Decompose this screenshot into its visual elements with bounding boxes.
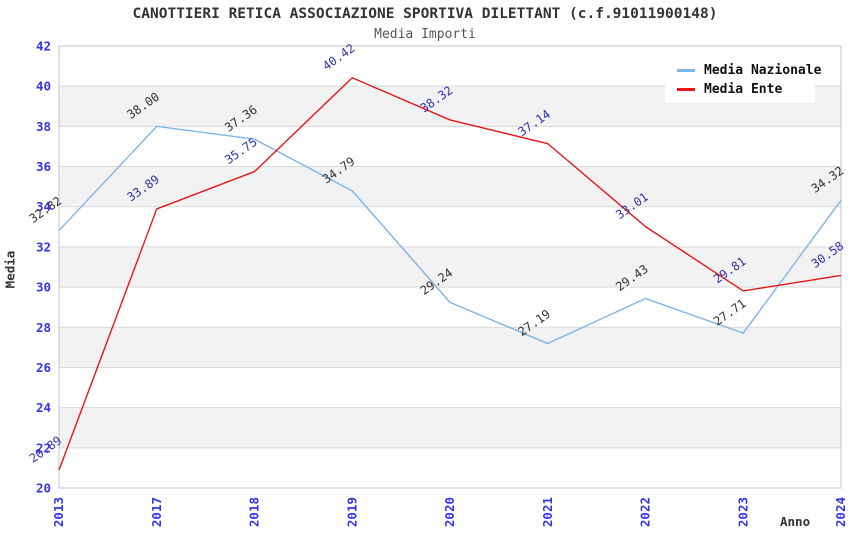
y-tick-label: 34 — [36, 199, 51, 214]
legend: Media Nazionale Media Ente — [665, 57, 821, 103]
legend-label: Media Nazionale — [704, 63, 822, 78]
legend-label: Media Ente — [704, 82, 783, 97]
x-tick-label: 2022 — [638, 497, 653, 527]
y-axis-label: Media — [2, 250, 18, 289]
y-tick-label: 30 — [36, 280, 51, 295]
x-tick-label: 2019 — [344, 497, 359, 527]
y-tick-label: 32 — [36, 239, 51, 254]
legend-item-media-ente: Media Ente — [665, 80, 815, 99]
data-point-label: 35.75 — [222, 135, 260, 167]
x-tick-label: 2020 — [442, 497, 457, 527]
y-tick-label: 42 — [36, 39, 51, 54]
legend-swatch-blue — [677, 69, 695, 72]
y-tick-label: 26 — [36, 360, 51, 375]
y-tick-label: 28 — [36, 320, 51, 335]
x-tick-label: 2024 — [833, 497, 848, 527]
y-tick-label: 36 — [36, 159, 51, 174]
plot-band — [59, 407, 841, 448]
legend-swatch-red — [677, 88, 695, 91]
chart-title: CANOTTIERI RETICA ASSOCIAZIONE SPORTIVA … — [132, 6, 718, 22]
series-line-media-nazionale — [58, 125, 842, 345]
x-tick-label: 2018 — [247, 497, 262, 527]
y-tick-label: 24 — [36, 400, 51, 415]
series-line-media-ente — [58, 77, 842, 471]
x-tick-label: 2013 — [51, 497, 66, 527]
x-axis-label: Anno — [780, 514, 811, 529]
plot-band — [59, 246, 841, 288]
y-tick-label: 20 — [36, 481, 51, 496]
x-tick-label: 2021 — [540, 497, 555, 527]
plot-band — [59, 327, 841, 368]
legend-item-media-nazionale: Media Nazionale — [665, 61, 821, 80]
plot-border — [58, 45, 842, 489]
y-tick-label: 38 — [36, 119, 51, 134]
data-point-label: 27.71 — [711, 296, 749, 328]
chart-subtitle: Media Importi — [374, 27, 476, 42]
y-tick-label: 40 — [36, 79, 51, 94]
plot-band — [59, 166, 841, 207]
x-tick-label: 2023 — [735, 497, 750, 527]
y-tick-label: 22 — [36, 440, 51, 455]
x-tick-label: 2017 — [149, 497, 164, 527]
